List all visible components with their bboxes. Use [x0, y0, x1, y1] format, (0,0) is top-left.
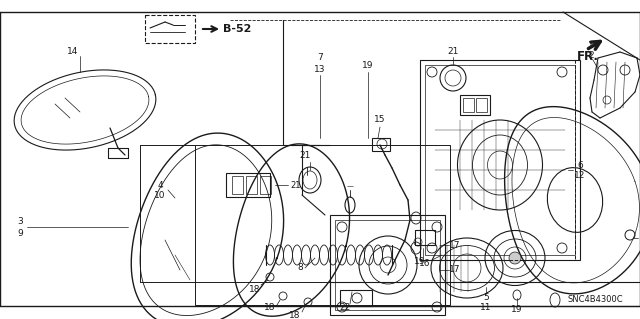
Text: 5: 5 — [483, 293, 489, 302]
Text: 3: 3 — [17, 218, 23, 226]
Text: 1: 1 — [588, 41, 594, 49]
Text: 2: 2 — [588, 50, 594, 60]
Text: 22: 22 — [339, 302, 351, 311]
Text: 7: 7 — [317, 54, 323, 63]
Text: 21: 21 — [300, 151, 310, 160]
Text: 9: 9 — [17, 228, 23, 238]
Text: FR.: FR. — [577, 49, 599, 63]
Bar — [420, 60, 575, 260]
Bar — [372, 138, 390, 151]
Text: 11: 11 — [480, 303, 492, 313]
Bar — [145, 15, 195, 43]
Bar — [260, 176, 271, 194]
Text: 19: 19 — [414, 257, 426, 266]
Text: B-52: B-52 — [223, 24, 251, 34]
Bar — [226, 173, 270, 197]
Text: 18: 18 — [289, 310, 301, 319]
Ellipse shape — [509, 252, 521, 264]
Text: 8: 8 — [297, 263, 303, 272]
Text: 19: 19 — [511, 306, 523, 315]
Text: 4: 4 — [157, 181, 163, 189]
Bar — [425, 65, 575, 255]
Text: 16: 16 — [419, 258, 431, 268]
Bar — [476, 98, 487, 112]
Bar — [232, 176, 243, 194]
Bar — [335, 220, 440, 310]
Text: 17: 17 — [449, 241, 461, 249]
Bar — [340, 290, 372, 306]
Bar — [195, 145, 450, 305]
Text: 10: 10 — [154, 191, 166, 201]
Text: 21: 21 — [291, 181, 301, 189]
Text: 17: 17 — [449, 265, 461, 275]
Bar — [246, 176, 257, 194]
Text: 18: 18 — [264, 303, 276, 313]
Bar — [463, 98, 474, 112]
Bar — [460, 95, 490, 115]
Text: 18: 18 — [249, 286, 260, 294]
Text: 14: 14 — [67, 48, 79, 56]
Bar — [420, 60, 580, 260]
Text: 13: 13 — [314, 65, 326, 75]
Text: 19: 19 — [362, 61, 374, 70]
Bar — [415, 230, 435, 245]
Bar — [330, 215, 445, 315]
Text: 6: 6 — [577, 160, 583, 169]
Text: 15: 15 — [374, 115, 386, 124]
Text: 21: 21 — [447, 48, 459, 56]
Text: SNC4B4300C: SNC4B4300C — [567, 295, 623, 305]
Text: 12: 12 — [574, 172, 586, 181]
